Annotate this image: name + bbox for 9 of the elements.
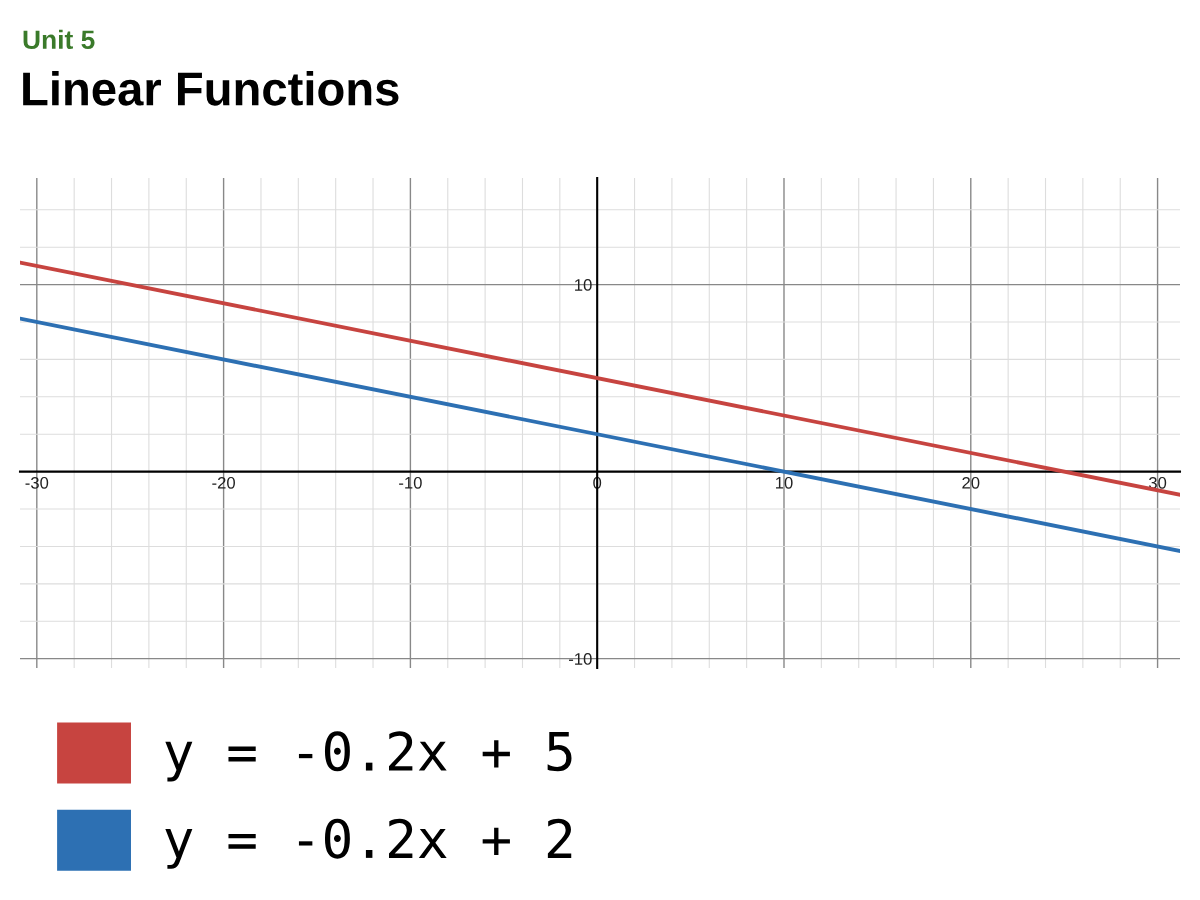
chart-title: Linear Functions [23,70,399,106]
chart-subtitle: Unit 5 [23,29,95,50]
legend-label: y = -0.2x + 2 [165,818,572,869]
x-tick-label: 20 [962,476,980,489]
x-tick-label: 10 [776,476,793,489]
legend-label: y = -0.2x + 5 [165,731,572,782]
x-tick-label: -10 [399,476,422,489]
x-tick-label: -20 [212,476,235,489]
x-tick-label: -30 [25,476,49,489]
